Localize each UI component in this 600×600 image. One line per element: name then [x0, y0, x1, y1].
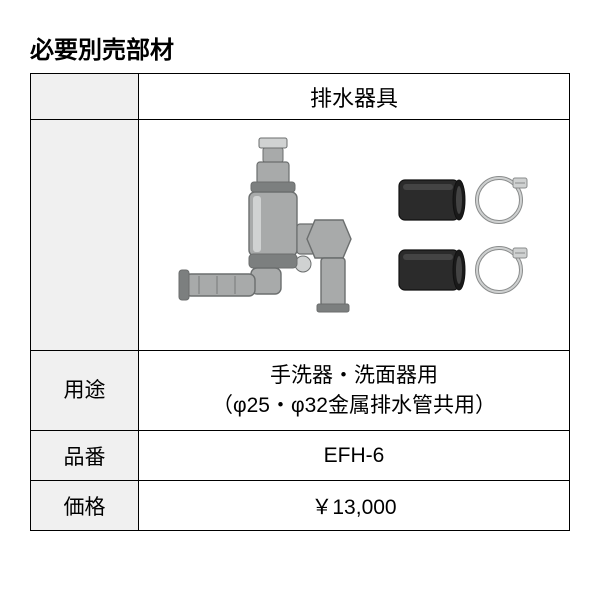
image-label-empty	[31, 120, 139, 351]
product-illustration	[139, 120, 569, 350]
section-title: 必要別売部材	[30, 30, 570, 65]
table-image-row	[31, 120, 570, 351]
row-value-price: ￥13,000	[139, 481, 570, 531]
row-label-price: 価格	[31, 481, 139, 531]
purpose-line1: 手洗器・洗面器用	[270, 364, 438, 387]
row-label-model: 品番	[31, 431, 139, 481]
row-value-model: EFH-6	[139, 431, 570, 481]
purpose-line2: （φ25・φ32金属排水管共用）	[212, 394, 496, 417]
header-content: 排水器具	[139, 74, 570, 120]
row-value-purpose: 手洗器・洗面器用 （φ25・φ32金属排水管共用）	[139, 351, 570, 431]
table-row: 用途 手洗器・洗面器用 （φ25・φ32金属排水管共用）	[31, 351, 570, 431]
table-header-row: 排水器具	[31, 74, 570, 120]
product-image-cell	[139, 120, 570, 351]
header-label-empty	[31, 74, 139, 120]
row-label-purpose: 用途	[31, 351, 139, 431]
spec-table: 排水器具 用途 手洗器・洗面器用 （φ25・φ32金属排水管共用） 品番 EFH…	[30, 73, 570, 531]
table-row: 価格 ￥13,000	[31, 481, 570, 531]
table-row: 品番 EFH-6	[31, 431, 570, 481]
